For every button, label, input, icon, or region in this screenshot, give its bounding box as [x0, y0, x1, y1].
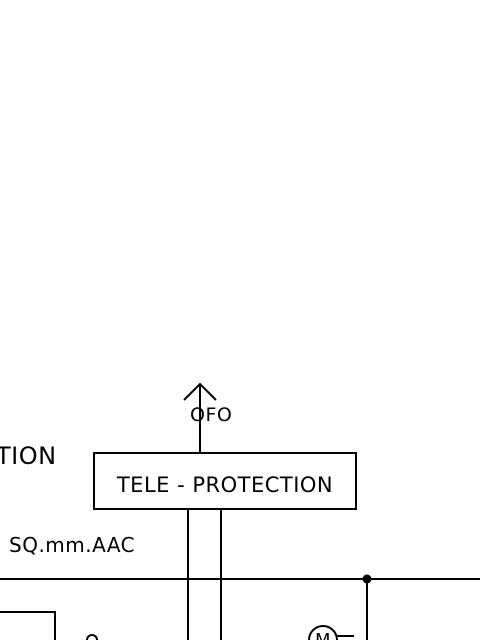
- motor-symbol-letter: M: [315, 630, 331, 640]
- ofc-label: OFO: [190, 404, 232, 426]
- cable-spec-note: SQ.mm.AAC: [9, 533, 135, 557]
- tele-protection-label: TELE - PROTECTION: [116, 473, 333, 497]
- section-label-fragment: TION: [0, 442, 57, 470]
- partial-arc-element: [86, 634, 98, 640]
- partial-equipment-box: [0, 611, 56, 640]
- motor-symbol-icon: [308, 625, 338, 640]
- tele-protection-box: [93, 452, 357, 510]
- ofc-arrow-head-icon: [183, 382, 217, 401]
